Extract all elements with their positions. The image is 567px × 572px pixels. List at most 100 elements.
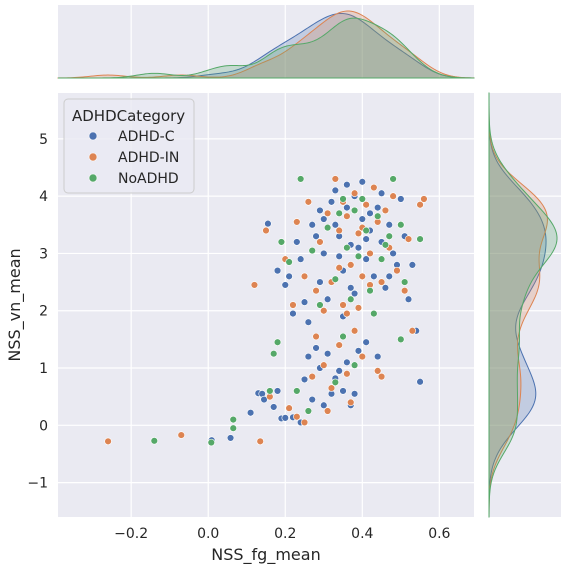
point-noadhd xyxy=(266,387,274,395)
legend-label-noadhd: NoADHD xyxy=(118,171,179,187)
y-tick-label: 4 xyxy=(39,189,48,205)
point-adhd-in xyxy=(408,327,417,335)
point-adhd-c xyxy=(289,309,297,318)
point-adhd-in xyxy=(331,175,340,183)
point-adhd-in xyxy=(350,189,359,197)
point-noadhd xyxy=(416,235,424,243)
y-tick-label: −1 xyxy=(27,476,48,492)
point-noadhd xyxy=(397,221,405,229)
point-adhd-in xyxy=(312,286,320,295)
point-adhd-c xyxy=(370,272,378,281)
point-adhd-c xyxy=(281,281,289,289)
point-adhd-in xyxy=(343,212,351,220)
point-adhd-c xyxy=(281,414,289,422)
point-adhd-in xyxy=(347,261,355,269)
point-adhd-in xyxy=(335,341,343,349)
point-adhd-c xyxy=(389,249,397,258)
x-tick-label: 0.4 xyxy=(351,526,373,542)
top-marginal-panel xyxy=(58,5,474,78)
point-adhd-in xyxy=(347,398,355,407)
point-noadhd xyxy=(350,361,359,369)
point-adhd-in xyxy=(316,238,324,246)
point-noadhd xyxy=(273,338,282,346)
legend-label-adhd-in: ADHD-IN xyxy=(118,150,179,166)
point-adhd-in xyxy=(404,235,413,243)
point-adhd-in xyxy=(416,201,424,209)
point-adhd-c xyxy=(273,387,282,395)
point-adhd-c xyxy=(260,395,268,404)
point-adhd-in xyxy=(381,206,390,215)
point-noadhd xyxy=(150,437,158,445)
point-noadhd xyxy=(397,335,405,344)
point-adhd-c xyxy=(362,255,370,263)
point-adhd-in xyxy=(362,201,370,209)
y-tick-labels: −1 0 1 2 3 4 5 xyxy=(27,132,48,492)
x-tick-labels: −0.2 0.0 0.2 0.4 0.6 xyxy=(114,526,450,542)
legend-label-adhd-c: ADHD-C xyxy=(118,129,175,145)
point-adhd-c xyxy=(331,221,340,229)
x-axis-label: NSS_fg_mean xyxy=(211,545,320,565)
point-adhd-c xyxy=(358,215,366,223)
main-grid xyxy=(58,93,474,517)
point-adhd-in xyxy=(343,309,351,318)
point-adhd-c xyxy=(316,278,324,286)
point-noadhd xyxy=(370,309,378,318)
point-noadhd xyxy=(285,258,293,266)
point-noadhd xyxy=(377,255,386,263)
legend-frame xyxy=(63,98,195,194)
point-adhd-c xyxy=(362,235,370,243)
point-noadhd xyxy=(323,223,332,232)
point-adhd-in xyxy=(374,367,382,375)
point-noadhd xyxy=(207,438,216,447)
point-adhd-c xyxy=(293,238,301,246)
kde-right-noadhd xyxy=(488,92,558,518)
point-adhd-c xyxy=(300,298,309,306)
point-noadhd xyxy=(362,226,370,235)
point-adhd-in xyxy=(256,437,264,446)
point-adhd-in xyxy=(335,264,343,272)
point-adhd-c xyxy=(308,395,316,404)
point-noadhd xyxy=(277,238,286,246)
point-adhd-in xyxy=(177,431,185,439)
x-tick-label: 0.6 xyxy=(428,526,450,542)
point-noadhd xyxy=(381,241,390,249)
kde-top-noadhd xyxy=(58,17,475,79)
point-adhd-in xyxy=(250,281,259,289)
point-adhd-in xyxy=(354,229,363,238)
scatter-points xyxy=(104,175,428,447)
point-adhd-c xyxy=(320,401,328,409)
point-adhd-c xyxy=(308,221,316,229)
point-adhd-in xyxy=(366,249,374,258)
point-adhd-c xyxy=(304,352,313,361)
point-adhd-in xyxy=(377,372,386,381)
point-adhd-c xyxy=(374,352,382,361)
point-noadhd xyxy=(296,175,305,183)
point-adhd-c xyxy=(366,209,374,218)
y-axis-label: NSS_vn_mean xyxy=(5,248,25,361)
point-adhd-in xyxy=(420,195,428,203)
point-adhd-c xyxy=(246,409,255,417)
point-adhd-c xyxy=(285,272,293,281)
point-noadhd xyxy=(385,232,393,240)
point-noadhd xyxy=(293,387,301,395)
point-adhd-in xyxy=(304,198,313,206)
point-adhd-in xyxy=(300,418,309,427)
point-adhd-in xyxy=(377,278,386,286)
top-marginal-grid xyxy=(130,5,440,78)
y-tick-label: 1 xyxy=(39,361,48,377)
point-noadhd xyxy=(270,350,278,358)
legend-marker-noadhd xyxy=(88,173,98,183)
point-adhd-c xyxy=(320,249,328,258)
point-adhd-c xyxy=(374,203,382,212)
y-tick-label: 0 xyxy=(39,418,48,434)
point-adhd-c xyxy=(335,252,343,260)
point-adhd-c xyxy=(362,338,370,346)
point-adhd-in xyxy=(350,327,359,335)
point-noadhd xyxy=(331,378,340,387)
point-adhd-in xyxy=(343,370,351,378)
point-adhd-c xyxy=(270,403,278,411)
point-adhd-c xyxy=(354,244,363,252)
point-adhd-in xyxy=(335,226,343,235)
point-adhd-in xyxy=(289,301,297,309)
